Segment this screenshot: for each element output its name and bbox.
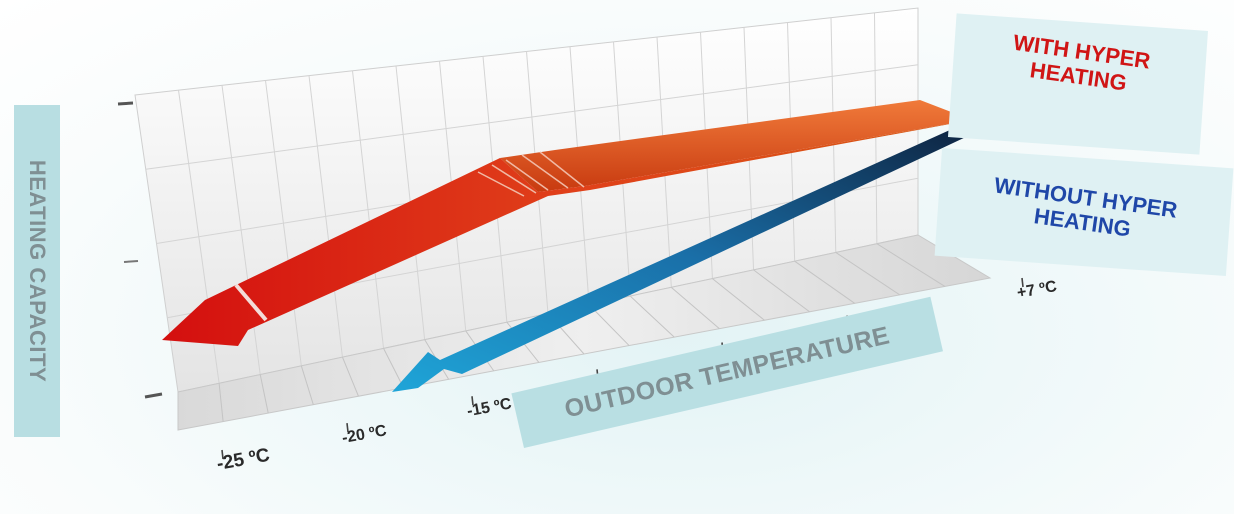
floor-grid-line [341, 356, 359, 397]
floor-grid-line [794, 260, 855, 304]
without-arrow-body [392, 120, 985, 392]
floor-grid-line [629, 295, 675, 338]
floor-gridlines [218, 243, 946, 422]
series-with-hyper-heating [162, 100, 972, 346]
floor-grid-line [259, 374, 269, 414]
y-tick-top [117, 101, 134, 106]
x-tick-label: -25 ºC [215, 445, 272, 475]
floor-grid-line [588, 304, 630, 346]
x-tick [346, 423, 349, 433]
y-tick-mid [123, 260, 139, 263]
x-tick-label: +7 ºC [1016, 278, 1059, 302]
grid-horizontal-line [145, 64, 919, 170]
with-arrow-bend-lines [477, 151, 585, 197]
y-axis-label: HEATING CAPACITY [25, 159, 50, 383]
x-tick [221, 449, 224, 460]
floor-grid-line [876, 243, 946, 287]
with-arrow-joint [234, 283, 268, 322]
y-axis-label-box [14, 105, 60, 437]
with-arrow-top-face [500, 100, 972, 192]
floor-grid-line [218, 383, 224, 422]
floor-grid-line [671, 286, 720, 330]
floor-grid-line [383, 348, 405, 389]
series-without-hyper-heating [392, 120, 985, 392]
floor-grid-line [712, 278, 765, 321]
y-tick-bottom [144, 392, 163, 399]
floor-grid-line [300, 365, 314, 405]
x-tick [471, 396, 474, 406]
floor-grid-line [835, 252, 901, 296]
with-arrow-body [162, 120, 972, 346]
x-tick [1021, 277, 1024, 288]
floor-grid-line [753, 269, 810, 313]
